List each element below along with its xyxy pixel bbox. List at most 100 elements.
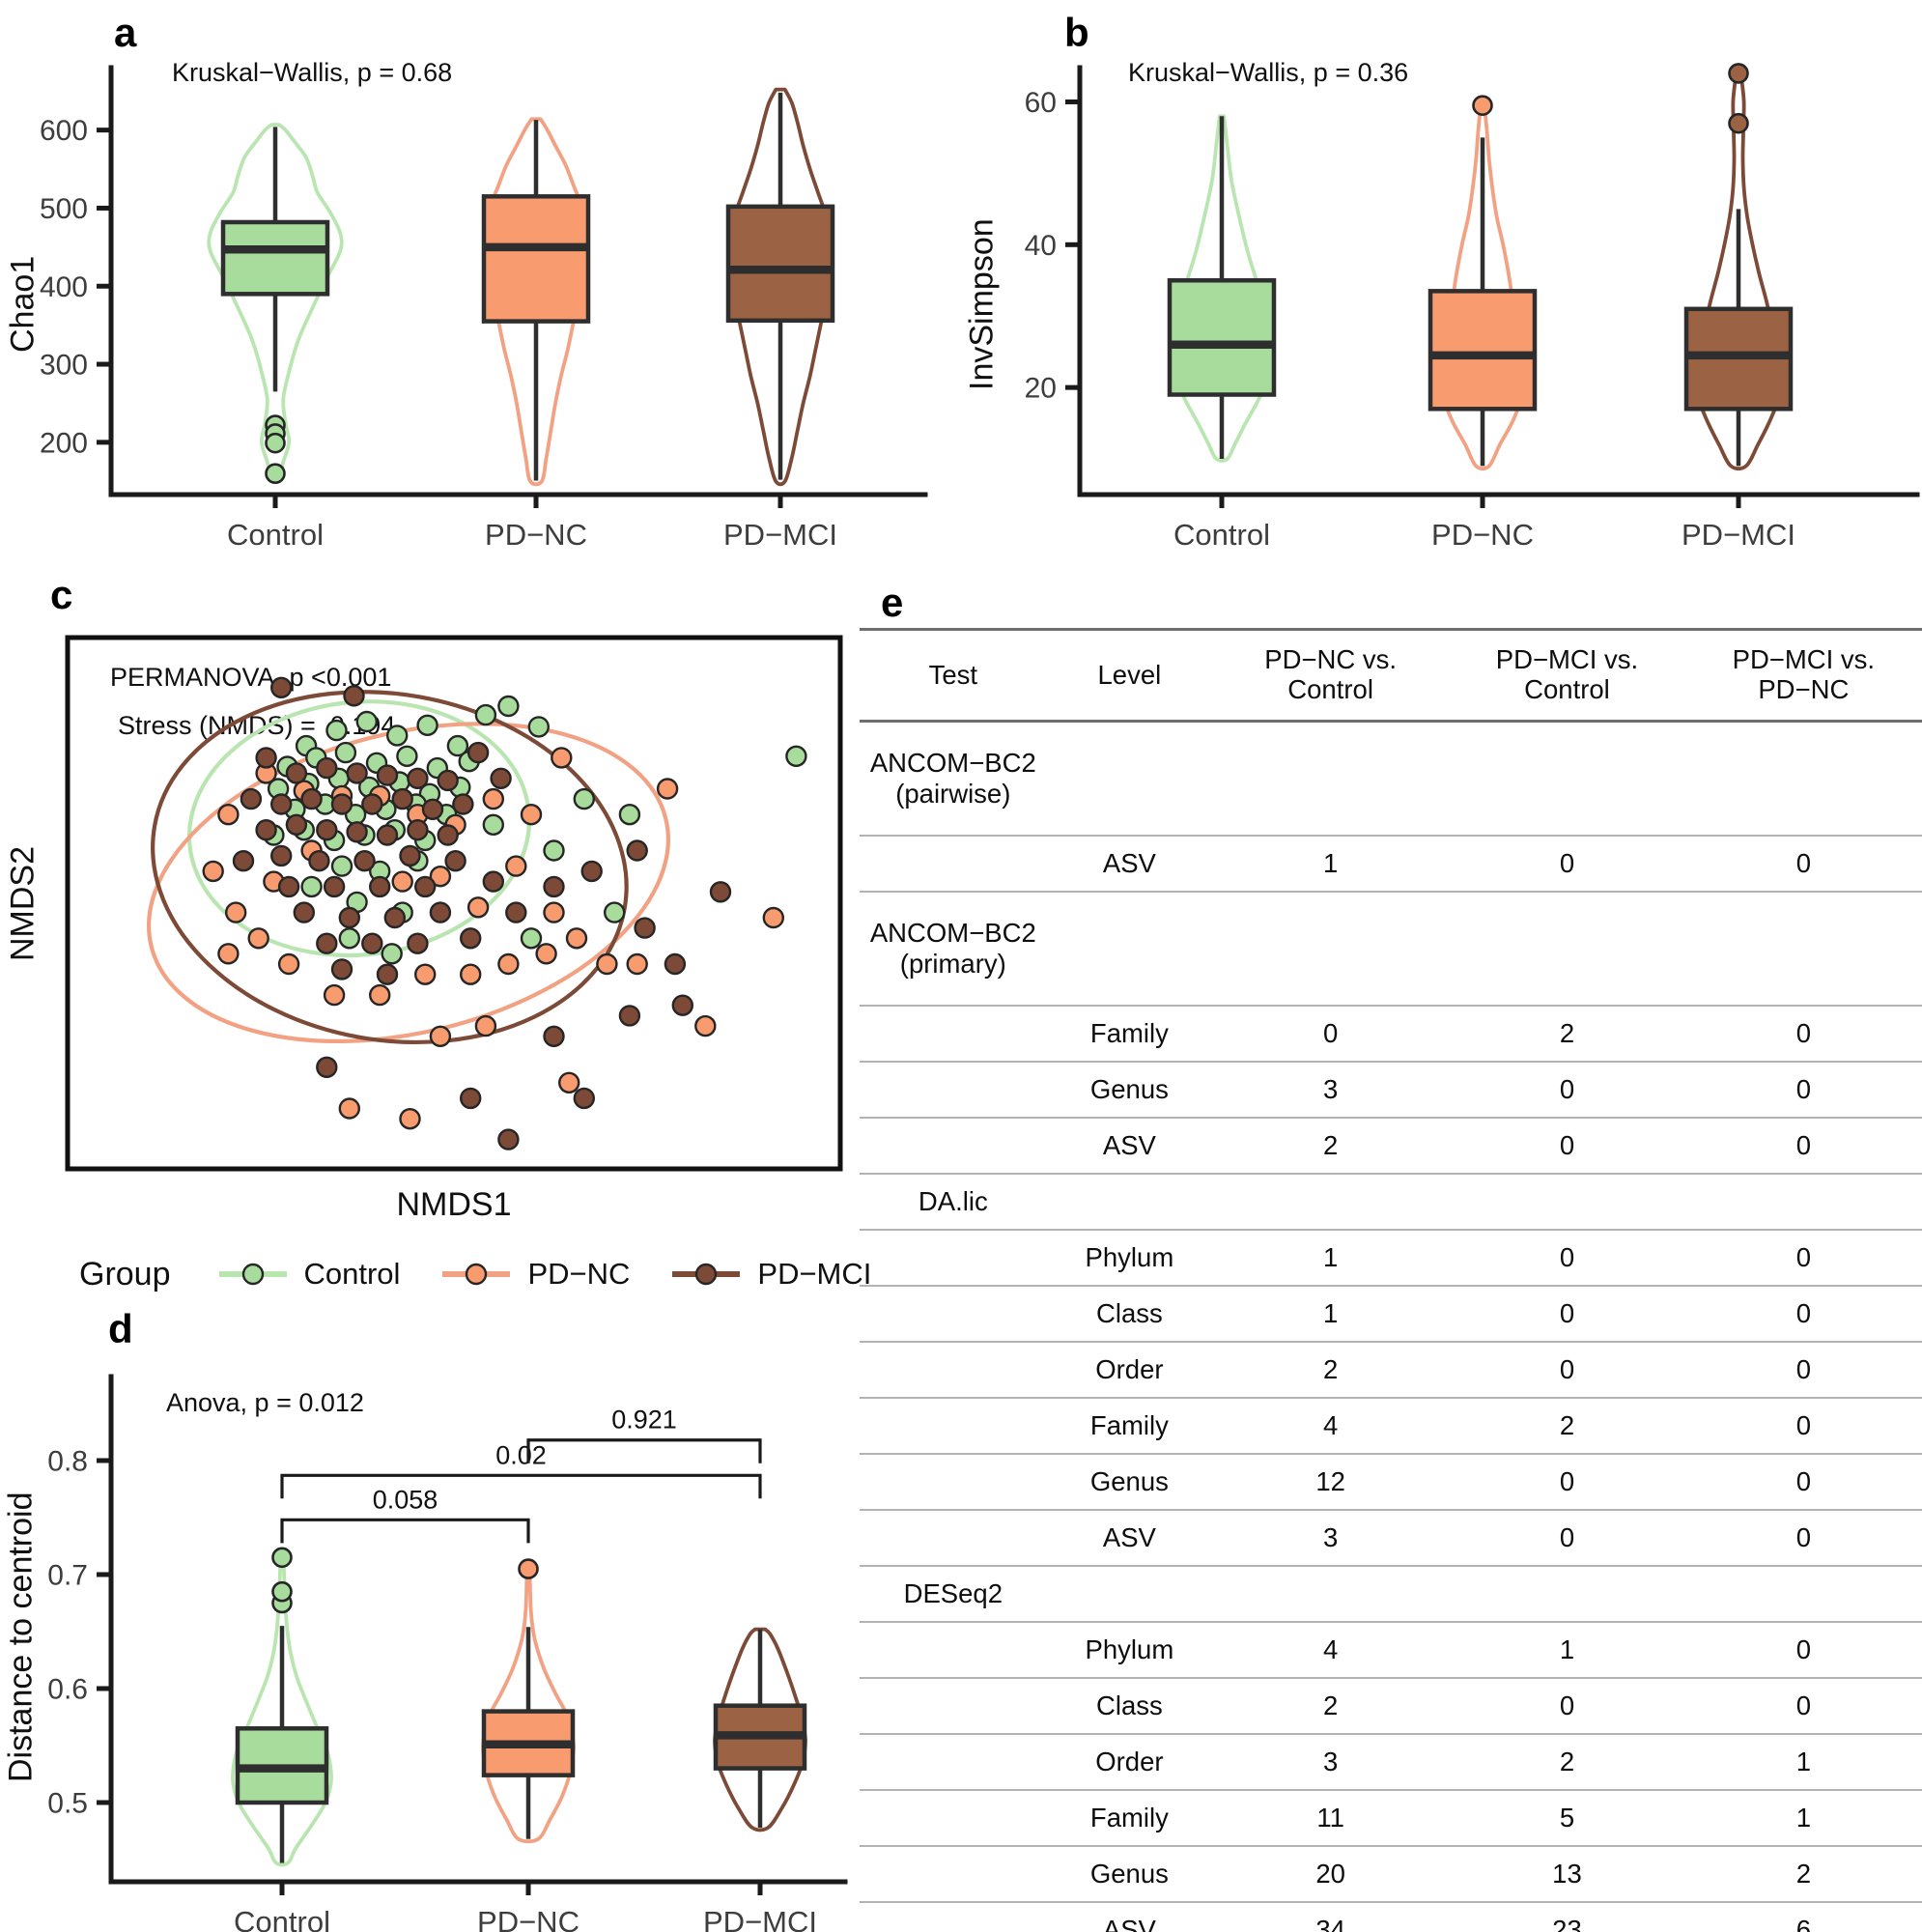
scatter-point-brown bbox=[330, 793, 353, 815]
axis-line bbox=[1077, 65, 1920, 497]
bracket-p-value: 0.921 bbox=[611, 1406, 677, 1435]
value-cell: 11 bbox=[1316, 1802, 1344, 1833]
scatter-point-green bbox=[325, 719, 348, 742]
scatter-point-brown bbox=[460, 1087, 482, 1110]
violin-outline bbox=[713, 1627, 807, 1833]
table-row: Genus 12 0 0 bbox=[860, 1455, 1922, 1511]
value-cell: 1 bbox=[1322, 847, 1339, 878]
y-tick-label: 40 bbox=[1025, 230, 1057, 262]
scatter-point-orange bbox=[543, 901, 565, 923]
scatter-point-brown bbox=[543, 875, 565, 898]
test-cell: ANCOM−BC2 (primary) bbox=[860, 918, 1047, 980]
scatter-point-brown bbox=[490, 767, 512, 790]
scatter-point-green bbox=[446, 734, 469, 757]
scatter-point-brown bbox=[308, 849, 330, 872]
y-tick-label: 600 bbox=[40, 115, 88, 147]
y-tick-label: 500 bbox=[40, 193, 88, 225]
y-tick-label: 0.5 bbox=[47, 1787, 88, 1819]
value-cell: 6 bbox=[1795, 1914, 1811, 1932]
header-line: PD−NC bbox=[1758, 674, 1850, 704]
scatter-point-brown bbox=[580, 860, 603, 883]
header-line: Level bbox=[1097, 659, 1162, 690]
violin-outline bbox=[231, 1555, 333, 1867]
scatter-point-green bbox=[482, 813, 504, 837]
scatter-point-orange bbox=[466, 896, 490, 919]
scatter-point-brown bbox=[361, 793, 383, 815]
scatter-point-orange bbox=[497, 952, 520, 976]
y-tick-label: 200 bbox=[40, 427, 88, 459]
box bbox=[481, 194, 591, 324]
scatter-point-orange bbox=[338, 1097, 360, 1120]
scatter-point-green bbox=[334, 741, 357, 764]
value-cell: 2 bbox=[1559, 1017, 1575, 1048]
level-cell: Phylum bbox=[1085, 1634, 1174, 1664]
header-line: Test bbox=[928, 659, 978, 690]
test-name-line: (primary) bbox=[899, 949, 1006, 979]
scatter-point-brown bbox=[316, 932, 338, 954]
outlier-point bbox=[1728, 112, 1749, 134]
scatter-point-brown bbox=[407, 818, 429, 841]
value-cell: 0 bbox=[1795, 1297, 1811, 1328]
scatter-point-brown bbox=[391, 787, 413, 810]
level-cell: ASV bbox=[1102, 1521, 1156, 1552]
scatter-point-brown bbox=[626, 839, 648, 862]
scatter-point-orange bbox=[224, 901, 247, 923]
violin-outline bbox=[1436, 106, 1529, 471]
panel-letter-b: b bbox=[1064, 10, 1089, 55]
level-cell: Class bbox=[1096, 1690, 1163, 1720]
value-cell: 0 bbox=[1795, 1241, 1811, 1272]
scatter-point-brown bbox=[293, 901, 315, 923]
scatter-point-brown bbox=[361, 932, 383, 954]
outlier-point bbox=[1472, 95, 1493, 116]
x-tick-label: Control bbox=[1173, 518, 1270, 552]
value-cell: 0 bbox=[1795, 1129, 1811, 1160]
stat-permanova: PERMANOVA, p <0.001 bbox=[110, 663, 392, 692]
x-axis-title-nmds1: NMDS1 bbox=[396, 1186, 512, 1223]
test-name: ANCOM−BC2 (pairwise) bbox=[860, 748, 1047, 810]
header-line: PD−MCI vs. bbox=[1732, 644, 1876, 675]
comparison-bracket bbox=[526, 1438, 762, 1463]
y-tick-label: 60 bbox=[1025, 87, 1057, 119]
scatter-point-green bbox=[416, 714, 438, 737]
legend-item-control: Control bbox=[217, 1257, 400, 1292]
scatter-point-green bbox=[520, 927, 543, 950]
test-cell: DA.lic bbox=[860, 1186, 1047, 1217]
legend-item-pdmci: PD−MCI bbox=[670, 1257, 871, 1292]
header-line: PD−MCI vs. bbox=[1495, 644, 1639, 675]
scatter-point-brown bbox=[269, 844, 293, 867]
scatter-point-brown bbox=[240, 787, 263, 810]
value-cell: 0 bbox=[1795, 1521, 1811, 1552]
value-cell: 2 bbox=[1322, 1129, 1339, 1160]
scatter-point-brown bbox=[671, 994, 693, 1016]
axis-line bbox=[108, 1374, 848, 1885]
test-name-line: ANCOM−BC2 bbox=[869, 917, 1036, 948]
level-cell: Genus bbox=[1089, 1858, 1169, 1889]
chart-invsimpson: 20 40 60 Control PD−NC PD−MCI bbox=[1025, 63, 1920, 552]
level-cell: Family bbox=[1089, 1409, 1169, 1440]
scatter-point-orange bbox=[694, 1014, 717, 1037]
scatter-point-brown bbox=[269, 676, 293, 699]
level-cell: Genus bbox=[1089, 1073, 1169, 1104]
table-group-row: DA.lic bbox=[860, 1175, 1922, 1231]
scatter-point-green bbox=[573, 787, 595, 810]
outlier-point bbox=[271, 1547, 293, 1569]
scatter-point-brown bbox=[437, 824, 459, 846]
table-row: Order 3 2 1 bbox=[860, 1735, 1922, 1791]
panel-letter-d: d bbox=[108, 1306, 133, 1351]
scatter-point-brown bbox=[437, 769, 459, 792]
table-row: Phylum 4 1 0 bbox=[860, 1623, 1922, 1679]
value-cell: 5 bbox=[1559, 1802, 1575, 1833]
scatter-point-orange bbox=[551, 747, 573, 769]
value-cell: 3 bbox=[1322, 1073, 1339, 1104]
x-tick-label: PD−NC bbox=[485, 518, 587, 552]
scatter-point-orange bbox=[429, 1025, 452, 1047]
legend-label-pdnc: PD−NC bbox=[527, 1257, 631, 1291]
scatter-point-orange bbox=[656, 778, 679, 800]
scatter-point-green bbox=[381, 943, 403, 965]
scatter-point-brown bbox=[383, 906, 406, 929]
scatter-point-orange bbox=[505, 855, 527, 877]
value-cell: 0 bbox=[1795, 1017, 1811, 1048]
value-cell: 4 bbox=[1322, 1409, 1339, 1440]
y-tick-label: 0.8 bbox=[47, 1445, 88, 1477]
x-tick-label: PD−NC bbox=[1431, 518, 1534, 552]
